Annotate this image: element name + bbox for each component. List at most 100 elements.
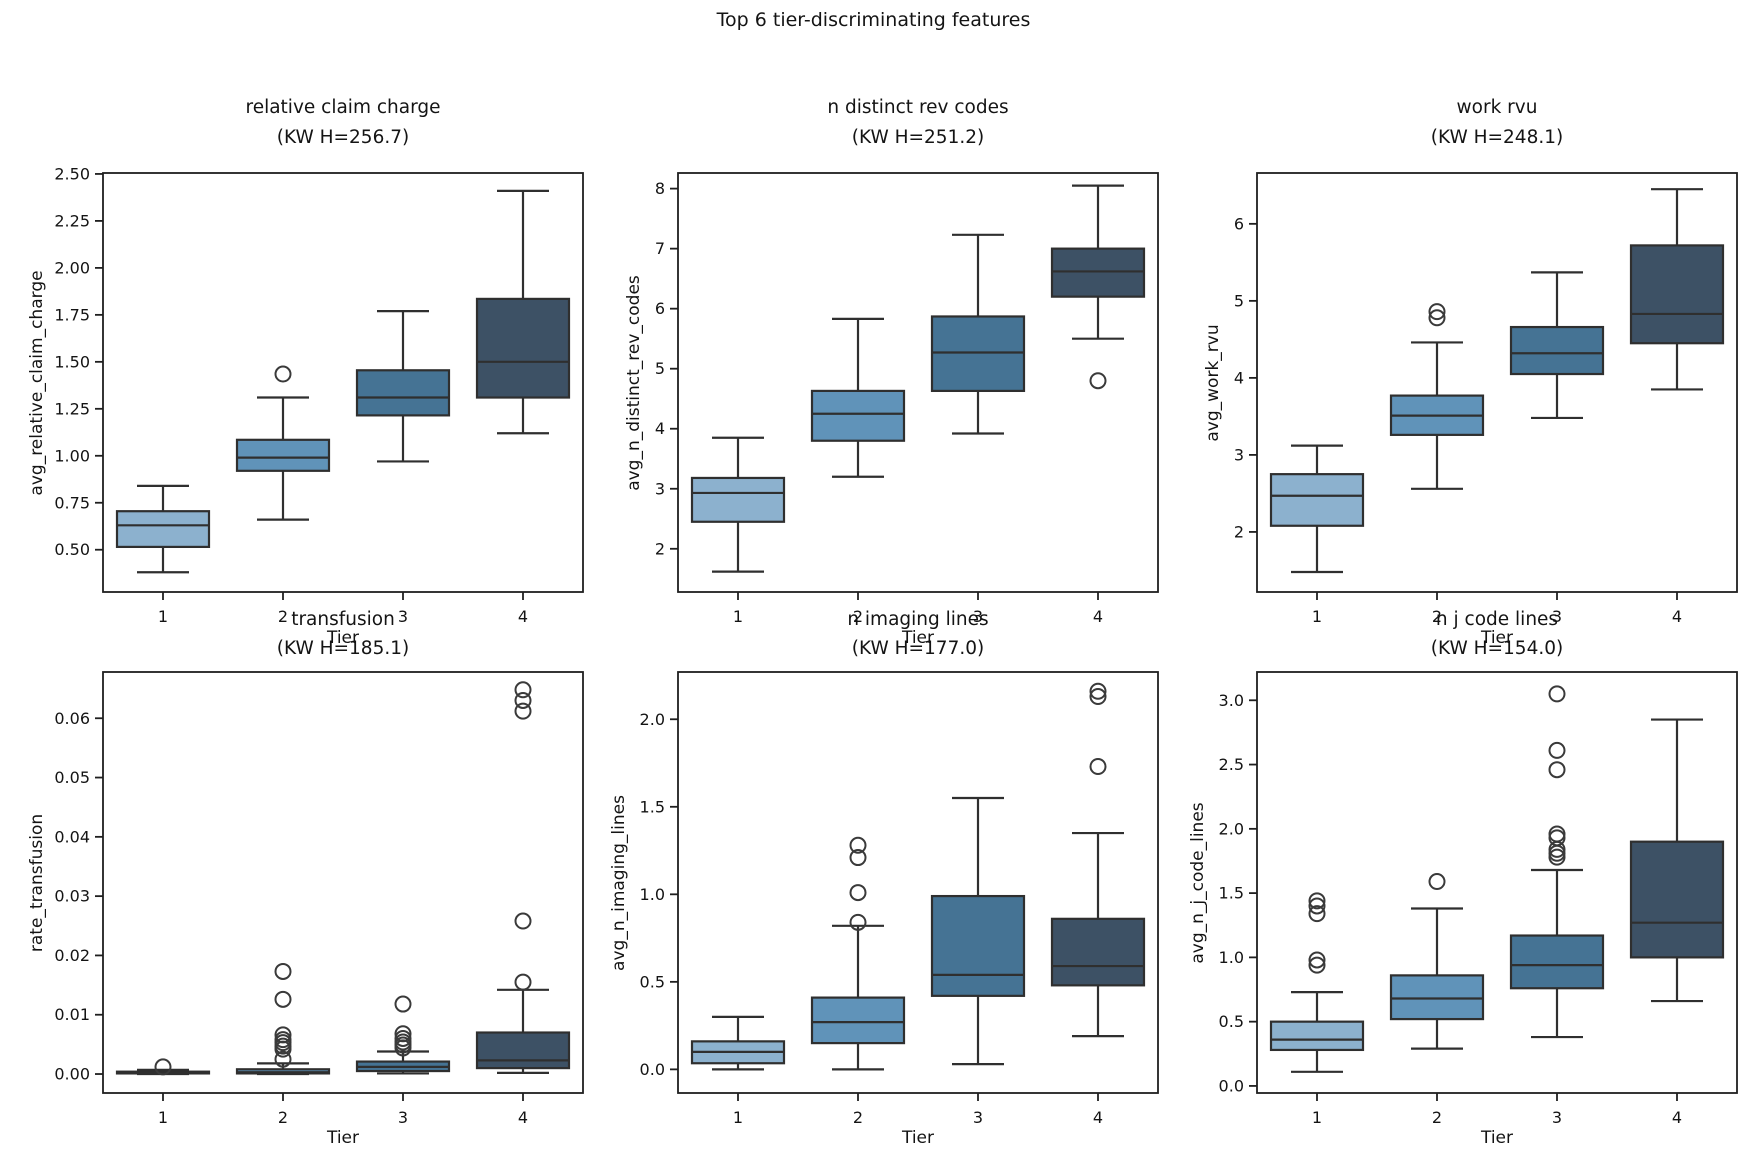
y-tick-label: 1.25	[54, 399, 90, 418]
subplot-kw-statistic: (KW H=177.0)	[851, 638, 985, 659]
outlier-point	[1308, 905, 1326, 923]
y-tick-label: 2	[655, 539, 665, 558]
outlier-point	[154, 1058, 172, 1076]
box-tier-4	[475, 681, 571, 1074]
subplot-title: transfusion	[291, 609, 395, 630]
x-tick-label: 2	[853, 1108, 863, 1127]
box-tier-2	[810, 317, 906, 478]
iqr-box	[1050, 247, 1146, 298]
y-tick-label: 2.5	[1219, 755, 1244, 774]
x-tick-label: 1	[1312, 1108, 1322, 1127]
subplot-title: work rvu	[1456, 97, 1538, 118]
x-tick-label: 1	[1312, 607, 1322, 626]
outlier-point	[274, 990, 292, 1008]
x-axis-label: Tier	[1480, 1128, 1514, 1148]
y-tick-label: 3.0	[1219, 691, 1244, 710]
y-tick-label: 2.50	[54, 164, 90, 183]
outlier-point	[1089, 688, 1107, 706]
y-tick-label: 2.0	[1219, 819, 1244, 838]
box-tier-2	[235, 365, 331, 521]
iqr-box	[355, 369, 451, 417]
box-tier-3	[930, 796, 1026, 1066]
x-axis-label: Tier	[901, 628, 935, 648]
x-tick-label: 2	[1432, 607, 1442, 626]
x-tick-label: 3	[1552, 607, 1562, 626]
outlier-point	[1308, 956, 1326, 974]
x-axis-label: Tier	[326, 628, 360, 648]
box-tier-1	[690, 436, 786, 573]
axes-border	[677, 671, 1159, 1094]
iqr-box	[235, 438, 331, 472]
x-tick-label: 1	[158, 1108, 168, 1127]
box-tier-1	[690, 1015, 786, 1071]
outlier-point	[274, 365, 292, 383]
y-tick-label: 2.25	[54, 211, 90, 230]
y-tick-label: 5	[1234, 291, 1244, 310]
iqr-box	[475, 297, 571, 399]
iqr-box	[1629, 244, 1725, 345]
iqr-box	[1050, 917, 1146, 987]
x-tick-label: 2	[1432, 1108, 1442, 1127]
axes-border	[102, 172, 584, 593]
box-tier-4	[1050, 184, 1146, 390]
y-tick-label: 0.5	[640, 972, 665, 991]
subplot-kw-statistic: (KW H=251.2)	[851, 127, 985, 148]
subplot-title: n j code lines	[1435, 609, 1559, 630]
box-tier-3	[1509, 685, 1605, 1039]
outlier-point	[1089, 682, 1107, 700]
boxplot-canvas: 0.0 0.5 1.0 1.5 2.0 1 2 3 4	[640, 671, 1159, 1127]
figure-title: Top 6 tier-discriminating features	[716, 9, 1031, 31]
outlier-point	[1089, 758, 1107, 776]
subplot-title: relative claim charge	[245, 97, 441, 118]
subplot-title: n imaging lines	[847, 609, 989, 630]
box-tier-1	[115, 1058, 211, 1076]
y-tick-label: 0.01	[54, 1005, 90, 1024]
box-tier-3	[355, 995, 451, 1075]
box-tier-1	[1269, 892, 1365, 1073]
x-tick-label: 4	[1672, 1108, 1682, 1127]
x-tick-label: 2	[853, 607, 863, 626]
y-tick-label: 1.5	[1219, 884, 1244, 903]
y-tick-label: 5	[655, 359, 665, 378]
boxplot-canvas: 2 3 4 5 6 1 2 3 4	[1234, 172, 1738, 626]
x-tick-label: 1	[733, 1108, 743, 1127]
iqr-box	[115, 510, 211, 549]
subplot-kw-statistic: (KW H=154.0)	[1430, 638, 1564, 659]
iqr-box	[810, 389, 906, 442]
boxplot-canvas: 0.0 0.5 1.0 1.5 2.0 2.5 3.0 1 2 3 4	[1219, 671, 1738, 1127]
x-axis-label: Tier	[326, 1128, 360, 1148]
y-tick-label: 2	[1234, 522, 1244, 541]
boxplot-canvas: 0.00 0.01 0.02 0.03 0.04 0.05 0.06 1 2 3 4	[54, 671, 584, 1127]
x-tick-label: 3	[1552, 1108, 1562, 1127]
y-tick-label: 0.75	[54, 493, 90, 512]
y-tick-label: 0.02	[54, 946, 90, 965]
boxplot-canvas: 2 3 4 5 6 7 8 1 2 3 4	[655, 172, 1159, 626]
y-tick-label: 0.00	[54, 1065, 90, 1084]
box-tier-3	[355, 310, 451, 463]
y-tick-label: 3	[1234, 445, 1244, 464]
iqr-box	[1269, 1020, 1365, 1052]
y-tick-label: 0.50	[54, 540, 90, 559]
outlier-point	[1308, 897, 1326, 915]
subplot-title: n distinct rev codes	[827, 97, 1009, 118]
outlier-point	[1428, 309, 1446, 327]
outlier-point	[849, 836, 867, 854]
y-tick-label: 3	[655, 479, 665, 498]
y-tick-label: 1.0	[640, 885, 665, 904]
y-tick-label: 4	[655, 419, 665, 438]
outlier-point	[1548, 761, 1566, 779]
outlier-point	[1428, 873, 1446, 891]
subplot-kw-statistic: (KW H=256.7)	[276, 127, 410, 148]
y-tick-label: 0.06	[54, 709, 90, 728]
boxplot-canvas: 0.50 0.75 1.00 1.25 1.50 1.75 2.00 2.25 2.50 1 2 3 4	[54, 164, 584, 626]
x-axis-label: Tier	[901, 1128, 935, 1148]
outlier-point	[849, 913, 867, 931]
outlier-point	[1308, 892, 1326, 910]
y-tick-label: 4	[1234, 368, 1244, 387]
y-tick-label: 1.00	[54, 446, 90, 465]
subplot-kw-statistic: (KW H=185.1)	[276, 638, 410, 659]
box-tier-1	[115, 484, 211, 574]
iqr-box	[1629, 840, 1725, 959]
x-tick-label: 4	[518, 607, 528, 626]
